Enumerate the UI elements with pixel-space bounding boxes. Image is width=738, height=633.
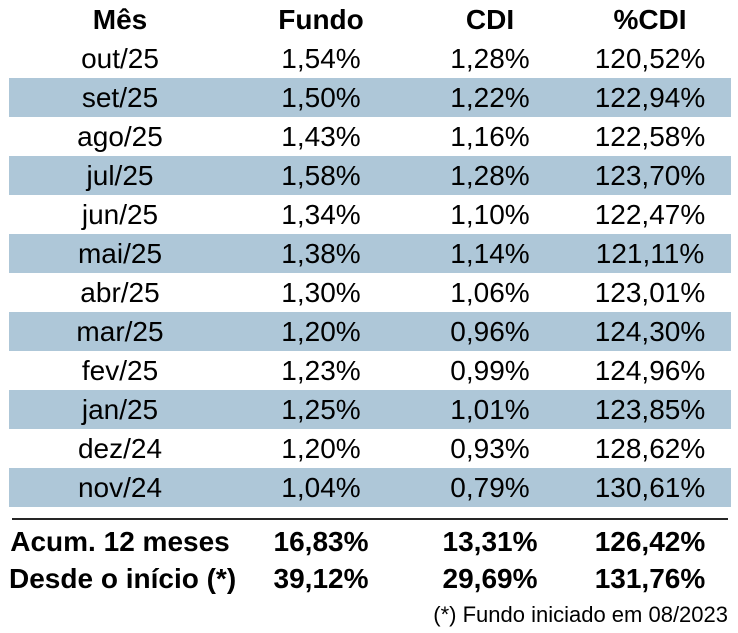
month-cell: nov/24 [77, 471, 163, 503]
column-header-cdi: CDI [465, 4, 515, 35]
table-header-row: Mês Fundo CDI %CDI [9, 1, 731, 39]
fundo-cell: 1,20% [281, 432, 361, 464]
table-row: mai/25 1,38% 1,14% 121,11% [9, 234, 731, 273]
month-cell: set/25 [81, 81, 159, 113]
summary-label-cell: Desde o início (*) [9, 562, 237, 594]
pcdi-cell: 130,61% [594, 471, 706, 503]
fundo-cell: 1,23% [281, 354, 361, 386]
footnote: (*) Fundo iniciado em 08/2023 [433, 602, 728, 627]
table-row: ago/25 1,43% 1,16% 122,58% [9, 117, 731, 156]
cdi-cell: 1,14% [450, 237, 530, 269]
month-cell: ago/25 [77, 120, 163, 152]
summary-divider [12, 518, 728, 520]
column-header-fundo: Fundo [278, 4, 364, 35]
pcdi-cell: 128,62% [594, 432, 706, 464]
month-cell: abr/25 [80, 276, 160, 308]
fundo-cell: 1,34% [281, 198, 361, 230]
pcdi-cell: 123,70% [594, 159, 706, 191]
month-cell: mai/25 [77, 237, 163, 269]
cdi-cell: 13,31% [442, 525, 538, 557]
fundo-cell: 39,12% [273, 562, 369, 594]
cdi-cell: 1,01% [450, 393, 530, 425]
fundo-cell: 1,04% [281, 471, 361, 503]
cdi-cell: 1,28% [450, 159, 530, 191]
table-row: out/25 1,54% 1,28% 120,52% [9, 39, 731, 78]
pcdi-cell: 121,11% [595, 237, 705, 269]
fundo-cell: 1,38% [281, 237, 361, 269]
fundo-cell: 1,43% [281, 120, 361, 152]
fundo-cell: 16,83% [273, 525, 369, 557]
cdi-cell: 0,96% [450, 315, 530, 347]
pcdi-cell: 122,58% [594, 120, 706, 152]
pcdi-cell: 123,85% [594, 393, 706, 425]
cdi-cell: 1,22% [450, 81, 530, 113]
table-row: jan/25 1,25% 1,01% 123,85% [9, 390, 731, 429]
cdi-cell: 0,99% [450, 354, 530, 386]
pcdi-cell: 124,96% [594, 354, 706, 386]
month-cell: jul/25 [86, 159, 154, 191]
month-cell: out/25 [81, 42, 159, 74]
pcdi-cell: 122,94% [594, 81, 706, 113]
summary-row: Desde o início (*) 39,12% 29,69% 131,76% [9, 560, 731, 597]
pcdi-cell: 120,52% [594, 42, 706, 74]
table-row: set/25 1,50% 1,22% 122,94% [9, 78, 731, 117]
fundo-cell: 1,54% [281, 42, 361, 74]
cdi-cell: 0,93% [450, 432, 530, 464]
table-row: dez/24 1,20% 0,93% 128,62% [9, 429, 731, 468]
cdi-cell: 1,10% [450, 198, 530, 230]
fundo-cell: 1,25% [281, 393, 361, 425]
pcdi-cell: 122,47% [594, 198, 706, 230]
cdi-cell: 1,16% [450, 120, 530, 152]
table-row: fev/25 1,23% 0,99% 124,96% [9, 351, 731, 390]
column-header-pcdi: %CDI [613, 4, 687, 35]
month-cell: jun/25 [81, 198, 159, 230]
pcdi-cell: 126,42% [594, 525, 706, 557]
month-cell: fev/25 [81, 354, 159, 386]
pcdi-cell: 131,76% [594, 562, 706, 594]
table-summary: Acum. 12 meses 16,83% 13,31% 126,42% Desde o… [9, 520, 731, 597]
month-cell: mar/25 [76, 315, 164, 347]
cdi-cell: 1,06% [450, 276, 530, 308]
table-row: jun/25 1,34% 1,10% 122,47% [9, 195, 731, 234]
table-row: mar/25 1,20% 0,96% 124,30% [9, 312, 731, 351]
pcdi-cell: 123,01% [594, 276, 706, 308]
table-row: jul/25 1,58% 1,28% 123,70% [9, 156, 731, 195]
cdi-cell: 1,28% [450, 42, 530, 74]
summary-label-cell: Acum. 12 meses [10, 525, 230, 557]
month-cell: jan/25 [81, 393, 159, 425]
fund-performance-table: Mês Fundo CDI %CDI out/25 1,54% 1,28% 120,5… [9, 0, 731, 627]
cdi-cell: 29,69% [442, 562, 538, 594]
month-cell: dez/24 [77, 432, 163, 464]
fundo-cell: 1,50% [281, 81, 361, 113]
table-row: abr/25 1,30% 1,06% 123,01% [9, 273, 731, 312]
table-row: nov/24 1,04% 0,79% 130,61% [9, 468, 731, 507]
fundo-cell: 1,30% [281, 276, 361, 308]
fundo-cell: 1,58% [281, 159, 361, 191]
column-header-mes: Mês [92, 4, 148, 35]
pcdi-cell: 124,30% [594, 315, 706, 347]
summary-row: Acum. 12 meses 16,83% 13,31% 126,42% [9, 523, 731, 560]
table-body: out/25 1,54% 1,28% 120,52% set/25 1,50% 1,22% 1… [9, 39, 731, 507]
cdi-cell: 0,79% [450, 471, 530, 503]
fundo-cell: 1,20% [281, 315, 361, 347]
